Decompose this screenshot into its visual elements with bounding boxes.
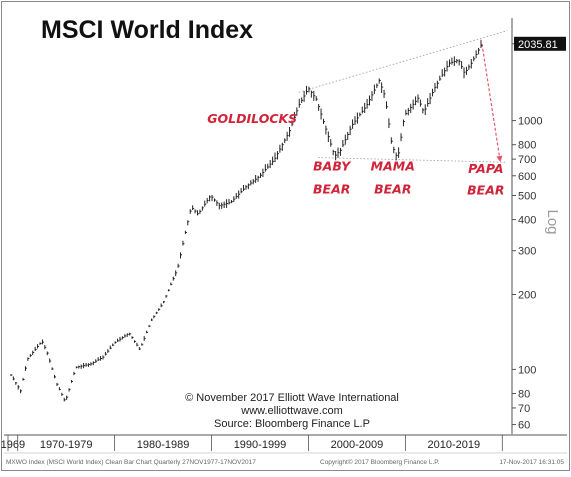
y-axis-title: Log xyxy=(544,209,561,234)
y-tick-label: 70 xyxy=(518,403,530,415)
annotation-label: PAPA xyxy=(468,161,503,176)
credit-line: Source: Bloomberg Finance L.P xyxy=(214,418,370,430)
credits-block: © November 2017 Elliott Wave Internation… xyxy=(185,392,399,430)
y-tick-label: 600 xyxy=(518,171,536,183)
credit-line: www.elliottwave.com xyxy=(240,405,342,417)
annotation-label: BEAR xyxy=(374,181,411,196)
x-section-label: 1980-1989 xyxy=(137,439,190,451)
y-tick-label: 700 xyxy=(518,154,536,166)
annotation-label: GOLDILOCKS xyxy=(207,111,297,126)
chart-title: MSCI World Index xyxy=(41,16,253,44)
annotation-label: BEAR xyxy=(313,181,350,196)
y-tick-label: 300 xyxy=(518,246,536,258)
annotation-label: BEAR xyxy=(467,182,504,197)
annotation-label: MAMA xyxy=(371,159,415,174)
annotation-label: BABY xyxy=(313,159,352,174)
x-section-label: 2010-2019 xyxy=(428,439,481,451)
last-price-box xyxy=(514,36,566,51)
footer-copyright: Copyright© 2017 Bloomberg Finance L.P. xyxy=(320,458,440,466)
y-tick-label: 800 xyxy=(518,140,536,152)
y-tick-label: 400 xyxy=(518,215,536,227)
x-section-label: 2000-2009 xyxy=(331,439,384,451)
footer-source: MXWO Index (MSCI World Index) Clean Bar … xyxy=(6,459,256,466)
footer-timestamp: 17-Nov-2017 16:31:05 xyxy=(499,459,564,466)
y-tick-label: 100 xyxy=(518,364,536,376)
x-section-label: 1969 xyxy=(1,439,25,451)
y-tick-label: 1000 xyxy=(518,116,542,128)
y-tick-label: 500 xyxy=(518,190,536,202)
y-tick-label: 60 xyxy=(518,420,530,432)
trend-line xyxy=(298,30,508,93)
y-tick-label: 200 xyxy=(518,290,536,302)
credit-line: © November 2017 Elliott Wave Internation… xyxy=(185,392,399,404)
x-section-label: 1990-1999 xyxy=(234,439,287,451)
x-section-label: 1970-1979 xyxy=(40,439,93,451)
last-price-label: 2035.81 xyxy=(518,39,558,51)
projection-arrowhead xyxy=(496,155,503,163)
y-tick-label: 80 xyxy=(518,389,530,401)
trend-line xyxy=(318,157,508,163)
